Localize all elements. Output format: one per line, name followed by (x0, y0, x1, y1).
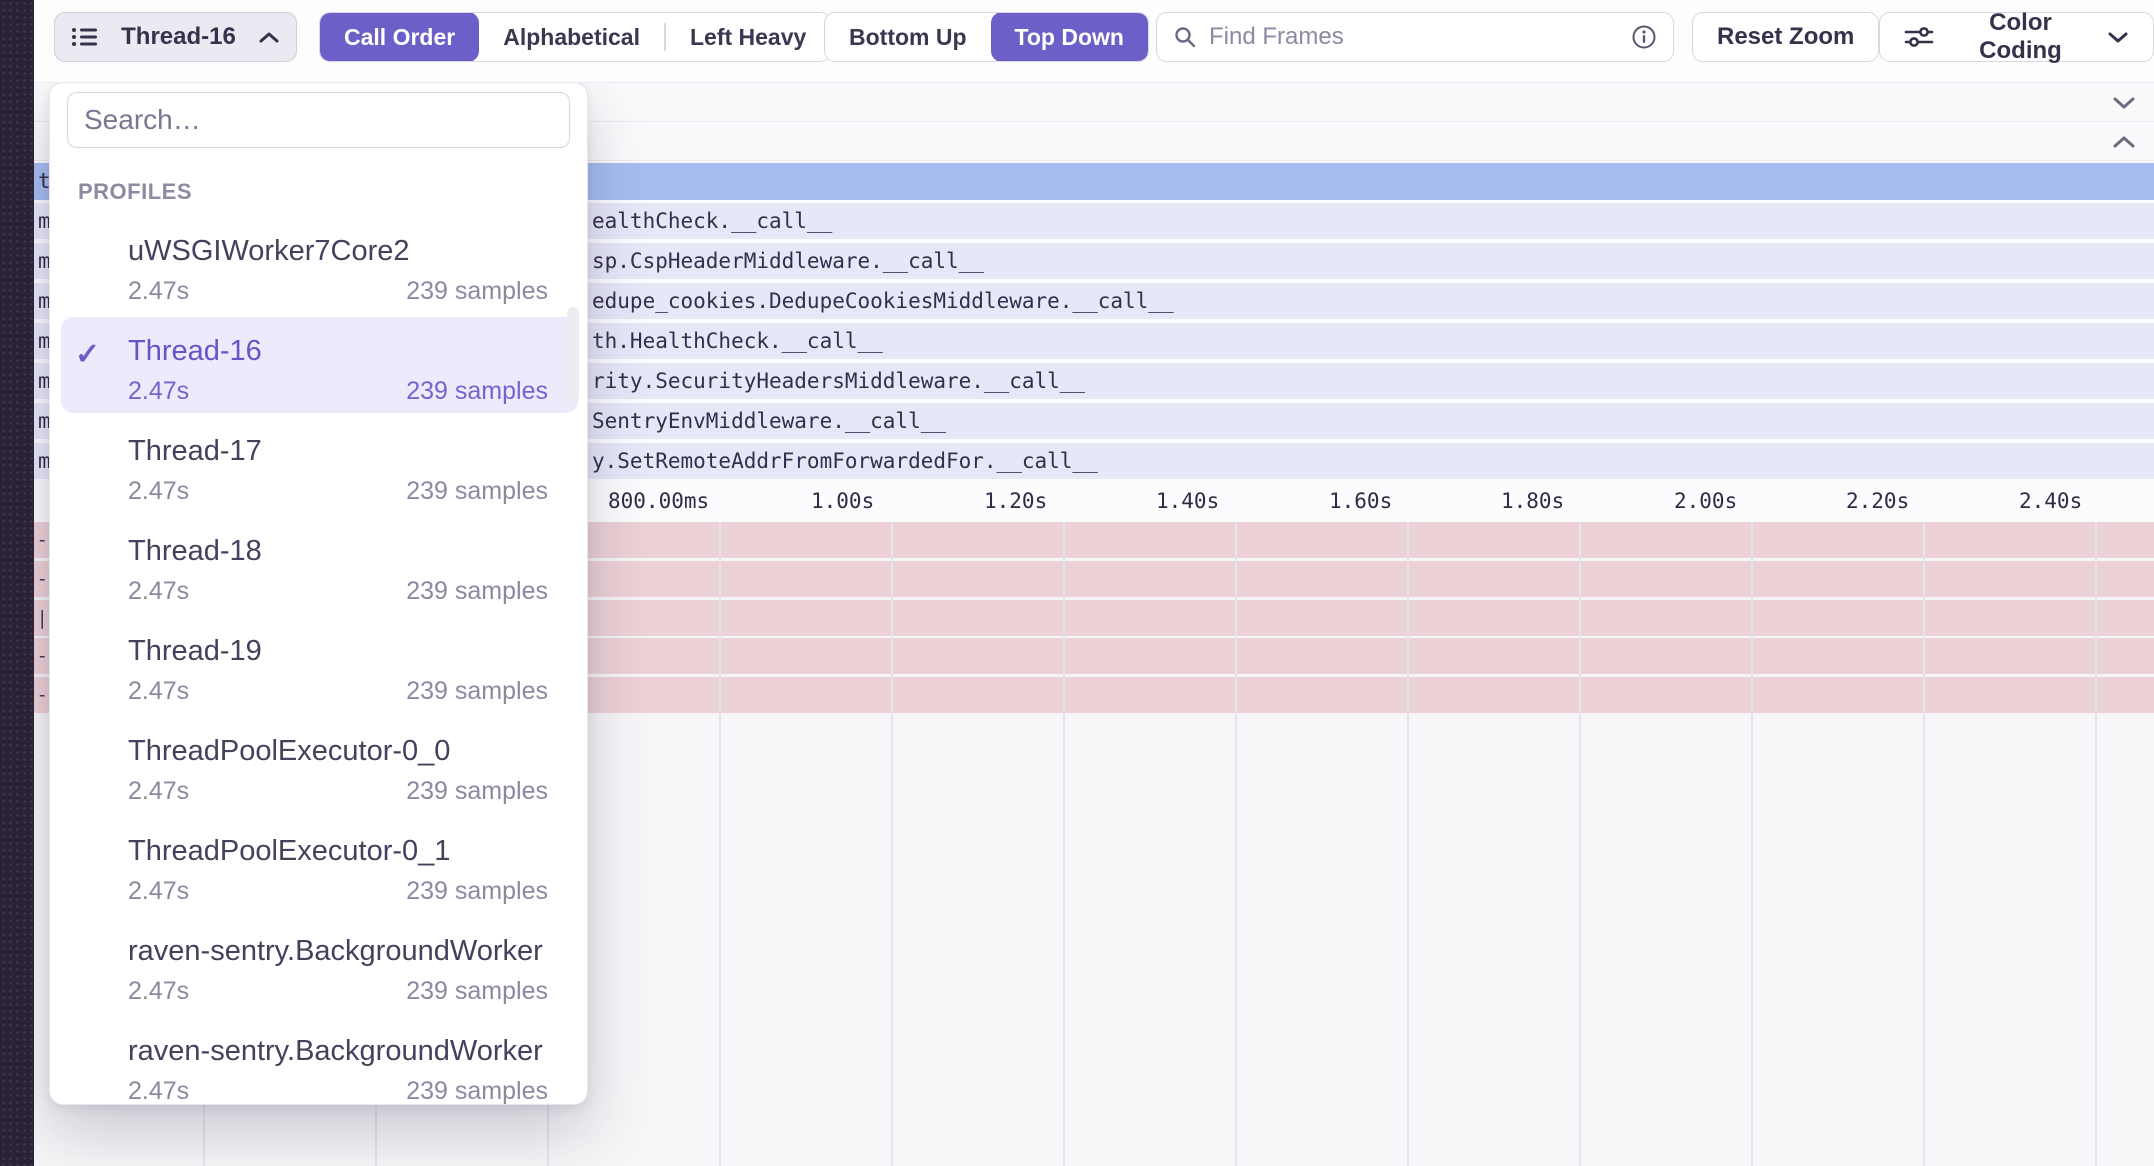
profile-duration: 2.47s (128, 677, 189, 706)
profile-meta: 2.47s 239 samples (128, 877, 548, 906)
profile-duration: 2.47s (128, 377, 189, 406)
profile-samples: 239 samples (406, 977, 548, 1006)
profile-duration: 2.47s (128, 1077, 189, 1105)
profile-samples: 239 samples (406, 1077, 548, 1105)
profile-meta: 2.47s 239 samples (128, 977, 548, 1006)
profile-item[interactable]: ThreadPoolExecutor-0_0 2.47s 239 samples (61, 717, 578, 813)
axis-tick: 2.40s (2019, 489, 2082, 513)
sort-order-control: Call OrderAlphabeticalLeft Heavy (319, 12, 831, 62)
profile-samples: 239 samples (406, 677, 548, 706)
tab-call-order[interactable]: Call Order (320, 12, 479, 62)
search-icon (1173, 25, 1197, 49)
frame-fragment: - (34, 684, 48, 706)
profiles-dropdown: PROFILES uWSGIWorker7Core2 2.47s 239 sampl… (49, 82, 588, 1105)
axis-tick: 1.00s (811, 489, 874, 513)
tab-left-heavy[interactable]: Left Heavy (666, 12, 830, 62)
profile-name: Thread-18 (128, 535, 262, 568)
profile-duration: 2.47s (128, 577, 189, 606)
chevron-up-icon (2112, 135, 2136, 149)
axis-tick: 1.80s (1501, 489, 1564, 513)
profile-meta: 2.47s 239 samples (128, 477, 548, 506)
profile-samples: 239 samples (406, 877, 548, 906)
check-icon: ✓ (75, 337, 100, 372)
sliders-icon (1904, 26, 1934, 48)
profile-name: uWSGIWorker7Core2 (128, 235, 410, 268)
frame-label: sp.CspHeaderMiddleware.__call__ (592, 249, 984, 273)
frame-label: y.SetRemoteAddrFromForwardedFor.__call__ (592, 449, 1098, 473)
profile-meta: 2.47s 239 samples (128, 377, 548, 406)
frame-fragment: | (34, 607, 48, 629)
frame-fragment: - (34, 645, 48, 667)
profile-samples: 239 samples (406, 577, 548, 606)
axis-tick: 1.20s (984, 489, 1047, 513)
profiles-search-input[interactable] (67, 92, 570, 148)
find-frames-search[interactable] (1156, 12, 1674, 62)
profile-name: raven-sentry.BackgroundWorker (128, 1035, 543, 1068)
profile-samples: 239 samples (406, 277, 548, 306)
profile-duration: 2.47s (128, 977, 189, 1006)
axis-tick: 1.60s (1329, 489, 1392, 513)
profile-duration: 2.47s (128, 477, 189, 506)
frame-fragment: - (34, 568, 48, 590)
axis-tick: 2.00s (1674, 489, 1737, 513)
tab-top-down[interactable]: Top Down (991, 12, 1148, 62)
axis-tick: 1.40s (1156, 489, 1219, 513)
profile-name: ThreadPoolExecutor-0_0 (128, 735, 450, 768)
axis-tick: 800.00ms (608, 489, 709, 513)
direction-control: Bottom UpTop Down (824, 12, 1149, 62)
reset-zoom-button[interactable]: Reset Zoom (1692, 12, 1879, 62)
profile-samples: 239 samples (406, 377, 548, 406)
profile-item[interactable]: Thread-18 2.47s 239 samples (61, 517, 578, 613)
profile-name: Thread-16 (128, 335, 262, 368)
profile-name: raven-sentry.BackgroundWorker (128, 935, 543, 968)
color-coding-button[interactable]: Color Coding (1879, 12, 2154, 62)
profile-item[interactable]: ThreadPoolExecutor-0_1 2.47s 239 samples (61, 817, 578, 913)
frame-label: rity.SecurityHeadersMiddleware.__call__ (592, 369, 1085, 393)
profile-meta: 2.47s 239 samples (128, 777, 548, 806)
reset-zoom-label: Reset Zoom (1717, 23, 1854, 51)
frame-label: th.HealthCheck.__call__ (592, 329, 883, 353)
frame-label: SentryEnvMiddleware.__call__ (592, 409, 946, 433)
profile-meta: 2.47s 239 samples (128, 277, 548, 306)
toolbar: Thread-16 Call OrderAlphabeticalLeft Hea… (34, 0, 2154, 83)
profile-item[interactable]: Thread-19 2.47s 239 samples (61, 617, 578, 713)
profile-duration: 2.47s (128, 277, 189, 306)
profile-item[interactable]: raven-sentry.BackgroundWorker 2.47s 239 sa… (61, 1017, 578, 1105)
profile-duration: 2.47s (128, 777, 189, 806)
chevron-down-icon (2112, 96, 2136, 110)
profiles-section-label: PROFILES (78, 179, 192, 205)
tab-bottom-up[interactable]: Bottom Up (825, 12, 991, 62)
profile-duration: 2.47s (128, 877, 189, 906)
profile-samples: 239 samples (406, 777, 548, 806)
profile-name: Thread-19 (128, 635, 262, 668)
thread-selector-button[interactable]: Thread-16 (54, 12, 297, 62)
profile-item[interactable]: ✓ Thread-16 2.47s 239 samples (61, 317, 578, 413)
color-coding-label: Color Coding (1946, 9, 2095, 65)
profile-meta: 2.47s 239 samples (128, 1077, 548, 1105)
thread-list-icon (71, 25, 99, 49)
profile-item[interactable]: uWSGIWorker7Core2 2.47s 239 samples (61, 217, 578, 313)
dropdown-scrollbar-thumb[interactable] (567, 307, 579, 403)
chevron-down-icon (2107, 31, 2129, 44)
profiler-app: t mealthCheck.__call__msp.CspHeaderMiddl… (0, 0, 2154, 1166)
profile-item[interactable]: raven-sentry.BackgroundWorker 2.47s 239 sa… (61, 917, 578, 1013)
axis-tick: 2.20s (1846, 489, 1909, 513)
profile-meta: 2.47s 239 samples (128, 577, 548, 606)
frame-fragment: - (34, 529, 48, 551)
thread-selector-label: Thread-16 (121, 23, 236, 51)
profile-name: Thread-17 (128, 435, 262, 468)
sidebar-edge (0, 0, 34, 1166)
profile-name: ThreadPoolExecutor-0_1 (128, 835, 450, 868)
profile-samples: 239 samples (406, 477, 548, 506)
find-frames-input[interactable] (1207, 22, 1621, 52)
profile-item[interactable]: Thread-17 2.47s 239 samples (61, 417, 578, 513)
info-icon[interactable] (1631, 24, 1657, 50)
frame-label: ealthCheck.__call__ (592, 209, 832, 233)
chevron-up-icon (258, 31, 280, 44)
tab-alphabetical[interactable]: Alphabetical (479, 12, 664, 62)
profile-meta: 2.47s 239 samples (128, 677, 548, 706)
frame-label: edupe_cookies.DedupeCookiesMiddleware.__… (592, 289, 1174, 313)
